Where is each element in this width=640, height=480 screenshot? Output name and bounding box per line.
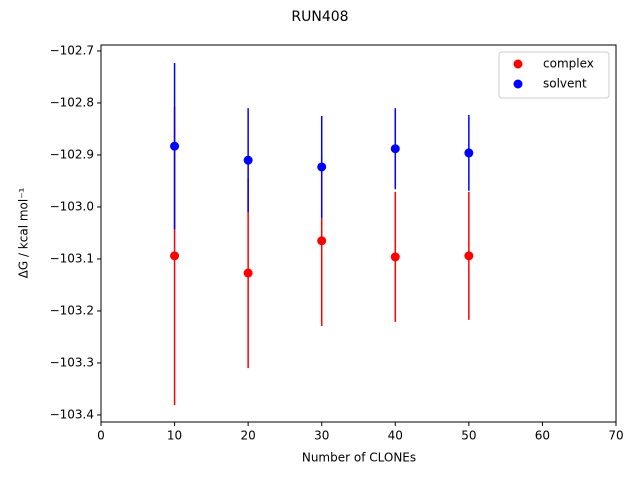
x-tick-label: 50 — [461, 429, 476, 443]
x-tick-label: 60 — [535, 429, 550, 443]
x-tick-label: 70 — [608, 429, 623, 443]
legend-marker — [513, 59, 523, 69]
y-tick-label: −103.0 — [50, 199, 94, 213]
x-tick-label: 20 — [241, 429, 256, 443]
legend-label: complex — [543, 57, 594, 71]
point — [317, 236, 327, 246]
point — [243, 268, 253, 278]
y-tick-label: −102.7 — [50, 43, 94, 57]
chart-title: RUN408 — [291, 9, 348, 25]
point — [464, 148, 474, 158]
x-axis-label: Number of CLONEs — [302, 451, 416, 465]
point — [170, 251, 180, 261]
legend-box — [498, 51, 610, 99]
y-tick-label: −103.4 — [50, 407, 94, 421]
x-tick-label: 40 — [388, 429, 403, 443]
x-tick-label: 0 — [97, 429, 105, 443]
point — [464, 251, 474, 261]
legend-marker — [513, 79, 523, 89]
legend-label: solvent — [543, 77, 587, 91]
y-tick-label: −103.3 — [50, 355, 94, 369]
plot-frame — [100, 44, 617, 423]
y-tick-label: −102.9 — [50, 147, 94, 161]
point — [317, 162, 327, 172]
y-axis-label: ΔG / kcal mol⁻¹ — [17, 187, 31, 278]
y-tick-label: −103.2 — [50, 303, 94, 317]
point — [243, 155, 253, 165]
x-tick-label: 10 — [167, 429, 182, 443]
point — [390, 252, 400, 262]
point — [170, 141, 180, 151]
y-tick-label: −103.1 — [50, 251, 94, 265]
point — [390, 144, 400, 154]
y-tick-label: −102.8 — [50, 95, 94, 109]
x-tick-label: 30 — [314, 429, 329, 443]
